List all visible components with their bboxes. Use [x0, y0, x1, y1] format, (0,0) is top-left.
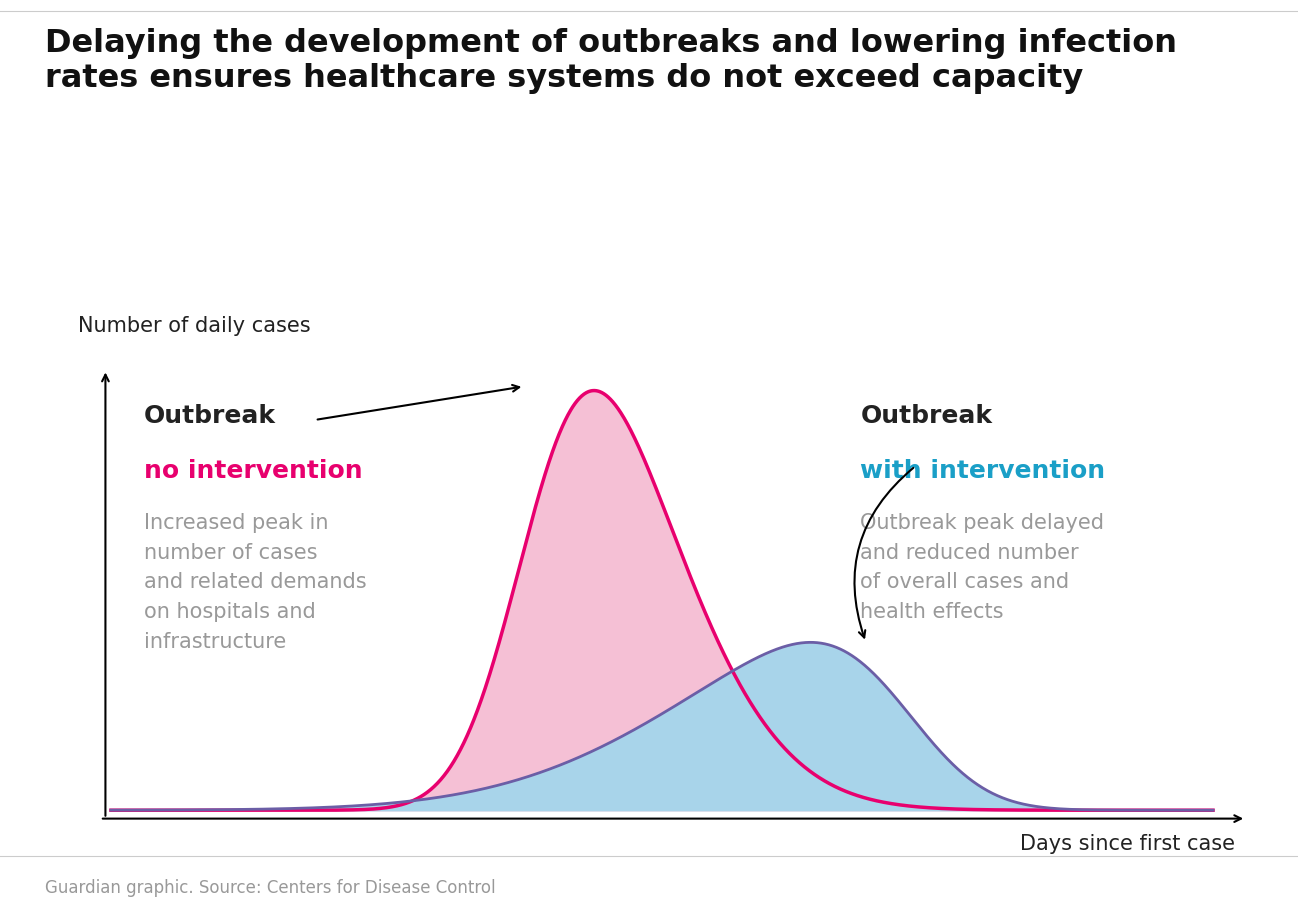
Text: Outbreak peak delayed
and reduced number
of overall cases and
health effects: Outbreak peak delayed and reduced number… — [861, 513, 1105, 621]
Text: no intervention: no intervention — [144, 459, 362, 482]
Text: Outbreak: Outbreak — [144, 403, 276, 427]
Text: Days since first case: Days since first case — [1020, 834, 1236, 854]
Text: Number of daily cases: Number of daily cases — [78, 315, 310, 335]
Text: Increased peak in
number of cases
and related demands
on hospitals and
infrastru: Increased peak in number of cases and re… — [144, 513, 366, 651]
Text: Guardian graphic. Source: Centers for Disease Control: Guardian graphic. Source: Centers for Di… — [45, 878, 496, 896]
Text: Delaying the development of outbreaks and lowering infection
rates ensures healt: Delaying the development of outbreaks an… — [45, 28, 1177, 95]
Text: Outbreak: Outbreak — [861, 403, 993, 427]
Text: with intervention: with intervention — [861, 459, 1106, 482]
